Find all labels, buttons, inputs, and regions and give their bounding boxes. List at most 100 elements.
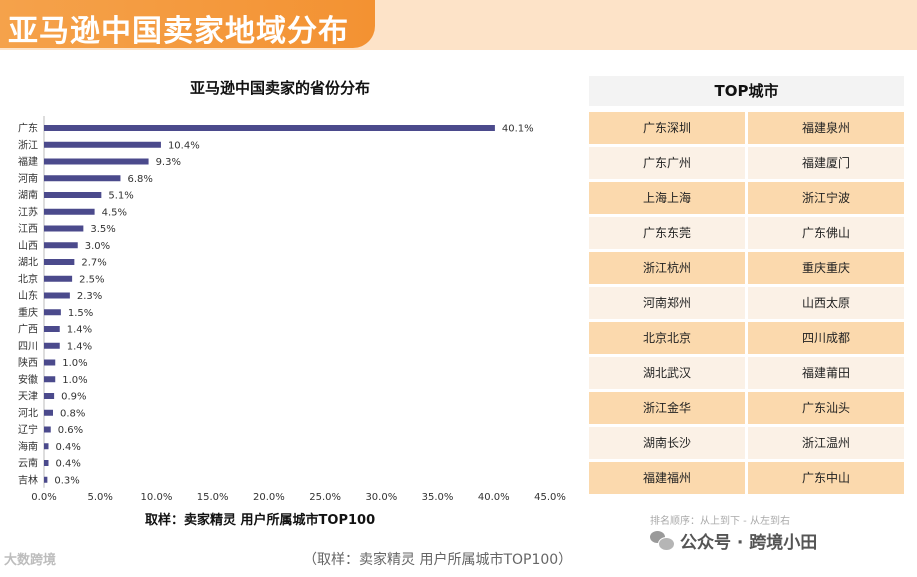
table-row: 湖南长沙 浙江温州 xyxy=(589,427,904,459)
city-cell-right: 广东中山 xyxy=(748,462,904,494)
bar xyxy=(44,443,49,450)
value-label: 1.0% xyxy=(62,375,87,386)
city-cell-right: 福建泉州 xyxy=(748,112,904,144)
city-cell-right: 广东汕头 xyxy=(748,392,904,424)
category-label: 北京 xyxy=(18,272,38,285)
footer-source: （取样：卖家精灵 用户所属城市TOP100） xyxy=(303,552,573,568)
bar xyxy=(44,342,60,349)
table-row: 河南郑州 山西太原 xyxy=(589,287,904,319)
x-tick-label: 35.0% xyxy=(422,492,454,503)
category-label: 湖南 xyxy=(18,189,38,202)
city-cell-left: 北京北京 xyxy=(589,322,745,354)
value-label: 3.5% xyxy=(90,224,115,235)
category-label: 广东 xyxy=(18,122,38,135)
bar xyxy=(44,409,53,416)
bar xyxy=(44,175,121,182)
value-label: 10.4% xyxy=(168,140,200,151)
category-label: 江苏 xyxy=(18,205,38,218)
category-label: 广西 xyxy=(18,324,38,336)
city-cell-right: 福建莆田 xyxy=(748,357,904,389)
x-tick-label: 15.0% xyxy=(197,492,229,503)
city-cell-right: 福建厦门 xyxy=(748,147,904,179)
category-label: 江西 xyxy=(18,223,38,235)
top-cities-rows: 广东深圳 福建泉州 广东广州 福建厦门 上海上海 浙江宁波 广东东莞 广东佛山 浙江杭州 重庆重庆… xyxy=(589,112,904,494)
x-tick-label: 10.0% xyxy=(141,492,173,503)
value-label: 1.5% xyxy=(68,308,93,319)
city-cell-right: 重庆重庆 xyxy=(748,252,904,284)
bar xyxy=(44,359,56,366)
x-tick-label: 30.0% xyxy=(365,492,397,503)
value-label: 0.4% xyxy=(55,459,80,470)
category-label: 湖北 xyxy=(18,257,38,269)
value-label: 4.5% xyxy=(102,207,127,218)
order-note: 排名顺序：从上到下 - 从左到右 xyxy=(650,516,790,527)
city-cell-left: 湖南长沙 xyxy=(589,427,745,459)
value-label: 1.4% xyxy=(67,325,92,336)
category-label: 海南 xyxy=(18,440,38,453)
category-label: 四川 xyxy=(18,341,38,352)
category-label: 吉林 xyxy=(18,473,38,486)
bar xyxy=(44,309,61,316)
table-row: 上海上海 浙江宁波 xyxy=(589,182,904,214)
category-label: 山西 xyxy=(18,240,38,252)
value-label: 2.5% xyxy=(79,274,104,285)
x-tick-label: 45.0% xyxy=(534,492,566,503)
bar xyxy=(44,141,161,148)
value-label: 40.1% xyxy=(502,124,534,135)
banner-tab: 亚马逊中国卖家地域分布 xyxy=(0,0,375,49)
value-label: 0.6% xyxy=(58,425,83,436)
top-banner: 亚马逊中国卖家地域分布 xyxy=(0,0,917,50)
city-cell-right: 浙江温州 xyxy=(748,427,904,459)
value-label: 0.3% xyxy=(54,475,79,486)
table-row: 北京北京 四川成都 xyxy=(589,322,904,354)
bar xyxy=(44,158,149,165)
city-cell-left: 浙江杭州 xyxy=(589,252,745,284)
bar xyxy=(44,393,55,399)
city-cell-left: 广东广州 xyxy=(589,147,745,179)
value-label: 0.9% xyxy=(61,392,86,403)
city-cell-right: 山西太原 xyxy=(748,287,904,319)
category-label: 浙江 xyxy=(18,139,38,151)
value-label: 1.4% xyxy=(67,341,92,352)
bar xyxy=(44,242,78,249)
value-label: 9.3% xyxy=(156,157,181,168)
table-row: 广东东莞 广东佛山 xyxy=(589,217,904,249)
table-row: 浙江杭州 重庆重庆 xyxy=(589,252,904,284)
category-label: 安徽 xyxy=(18,373,38,386)
category-label: 重庆 xyxy=(18,306,38,319)
top-cities-title: TOP城市 xyxy=(589,76,904,109)
bar xyxy=(44,259,75,265)
city-cell-right: 广东佛山 xyxy=(748,217,904,249)
bar xyxy=(44,292,70,299)
bar xyxy=(44,426,51,433)
wechat-brand-label: 公众号 · 跨境小田 xyxy=(680,533,818,553)
x-tick-label: 5.0% xyxy=(88,492,113,503)
wechat-brand: 公众号 · 跨境小田 xyxy=(650,528,817,553)
city-cell-left: 广东东莞 xyxy=(589,217,745,249)
category-label: 福建 xyxy=(18,155,38,168)
table-row: 福建福州 广东中山 xyxy=(589,462,904,494)
category-label: 河南 xyxy=(18,172,38,185)
table-row: 湖北武汉 福建莆田 xyxy=(589,357,904,389)
value-label: 2.7% xyxy=(81,258,106,269)
city-cell-left: 福建福州 xyxy=(589,462,745,494)
bar xyxy=(44,476,48,483)
bar xyxy=(44,208,95,215)
category-label: 山东 xyxy=(18,289,38,302)
value-label: 1.0% xyxy=(62,358,87,369)
top-cities-table: TOP城市 广东深圳 福建泉州 广东广州 福建厦门 上海上海 浙江宁波 广东东莞 广东佛山 浙江… xyxy=(589,76,904,494)
category-label: 陕西 xyxy=(18,356,38,369)
city-cell-left: 广东深圳 xyxy=(589,112,745,144)
table-row: 广东广州 福建厦门 xyxy=(589,147,904,179)
banner-title: 亚马逊中国卖家地域分布 xyxy=(8,14,349,49)
value-label: 0.4% xyxy=(55,442,80,453)
value-label: 2.3% xyxy=(77,291,102,302)
value-label: 3.0% xyxy=(85,241,110,252)
city-cell-left: 河南郑州 xyxy=(589,287,745,319)
category-label: 河北 xyxy=(18,407,38,419)
bar xyxy=(44,326,60,332)
bar xyxy=(44,125,495,131)
chart-title: 亚马逊中国卖家的省份分布 xyxy=(189,79,370,97)
city-cell-right: 四川成都 xyxy=(748,322,904,354)
category-label: 辽宁 xyxy=(18,423,38,436)
